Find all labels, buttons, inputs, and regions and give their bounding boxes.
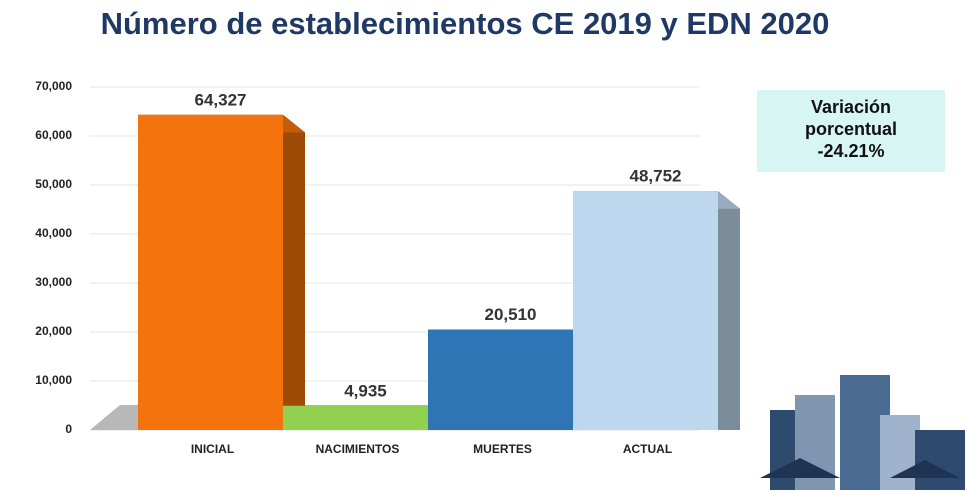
y-tick-label: 70,000 [35,79,72,93]
y-tick-label: 10,000 [35,373,72,387]
y-tick-label: 60,000 [35,128,72,142]
bar-side [283,114,305,430]
bar [138,114,283,430]
y-tick-label: 30,000 [35,275,72,289]
bar-side [718,191,740,430]
variation-label: Variación porcentual [804,97,897,139]
bar [428,329,573,430]
x-tick-label: NACIMIENTOS [316,442,400,456]
y-tick-label: 40,000 [35,226,72,240]
variation-value: -24.21% [817,141,885,161]
value-label: 20,510 [485,305,537,324]
y-tick-label: 50,000 [35,177,72,191]
buildings [760,375,965,490]
bar [283,405,428,430]
y-tick-label: 20,000 [35,324,72,338]
x-tick-label: MUERTES [473,442,532,456]
value-label: 48,752 [630,167,682,186]
x-tick-label: ACTUAL [623,442,672,456]
value-label: 64,327 [195,90,247,109]
y-tick-label: 0 [65,422,72,436]
bar [573,191,718,430]
x-tick-label: INICIAL [191,442,234,456]
chart-title: Número de establecimientos CE 2019 y EDN… [101,6,830,41]
value-label: 4,935 [344,381,387,400]
variation-box: Variación porcentual -24.21% [757,90,945,172]
